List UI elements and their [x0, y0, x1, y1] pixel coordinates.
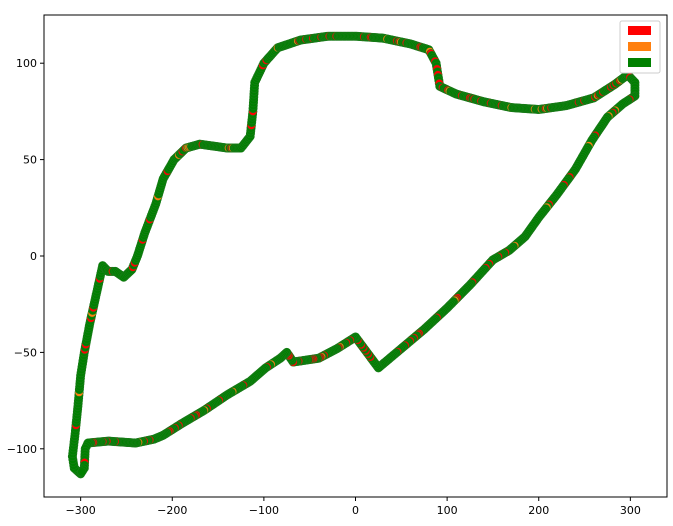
track-point-green [77, 467, 87, 477]
y-tick-label: −50 [14, 346, 37, 359]
y-tick-label: 0 [30, 250, 37, 263]
legend-swatch [628, 42, 651, 51]
x-tick-label: 200 [528, 504, 549, 517]
y-tick-label: 100 [16, 57, 37, 70]
legend-swatch [628, 26, 651, 35]
x-tick-label: 100 [437, 504, 458, 517]
y-tick-label: −100 [7, 443, 37, 456]
y-tick-label: 50 [23, 154, 37, 167]
x-axis-ticks: −300 −200 −100 0 100 200 300 [66, 497, 641, 517]
plot-marks [67, 31, 640, 479]
x-tick-label: 300 [620, 504, 641, 517]
x-tick-label: −100 [249, 504, 279, 517]
y-axis-ticks: −100 −50 0 50 100 [7, 57, 44, 456]
x-tick-label: −300 [66, 504, 96, 517]
legend [619, 20, 661, 74]
x-tick-label: −200 [157, 504, 187, 517]
legend-swatch [628, 58, 651, 67]
x-tick-label: 0 [352, 504, 359, 517]
